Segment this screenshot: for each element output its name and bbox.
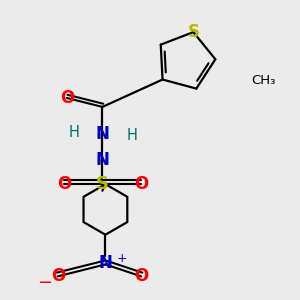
Text: N: N	[98, 254, 112, 272]
Text: S: S	[96, 175, 109, 193]
Text: N: N	[95, 125, 110, 143]
Text: CH₃: CH₃	[251, 74, 275, 87]
Text: H: H	[127, 128, 138, 142]
Text: O: O	[134, 175, 148, 193]
Text: O: O	[57, 175, 71, 193]
Text: O: O	[51, 267, 65, 285]
Text: −: −	[37, 274, 52, 292]
Text: S: S	[188, 23, 200, 41]
Text: O: O	[134, 267, 148, 285]
Text: H: H	[69, 125, 80, 140]
Text: O: O	[60, 89, 74, 107]
Text: +: +	[116, 252, 127, 265]
Text: N: N	[95, 152, 110, 169]
